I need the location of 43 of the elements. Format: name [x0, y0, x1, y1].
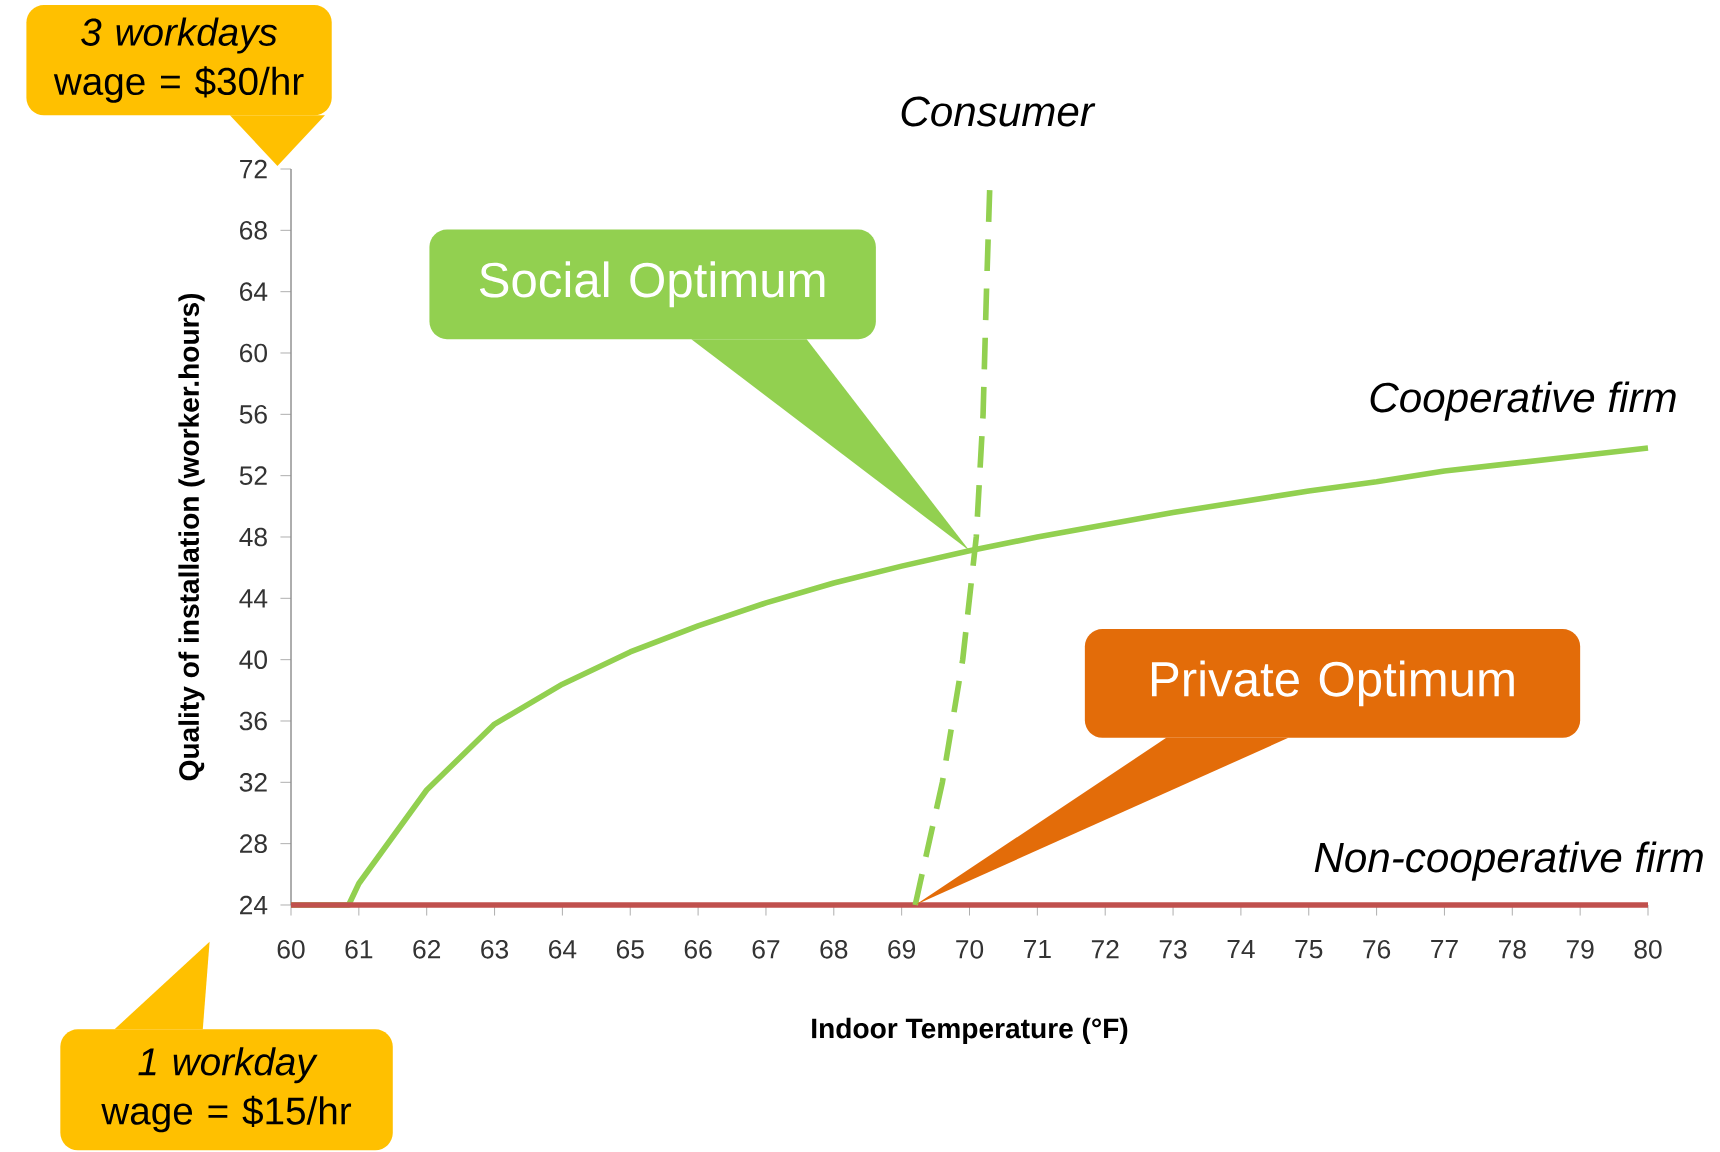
- annotation: Social Optimum: [479, 261, 825, 308]
- x-tick-label: 74: [1227, 939, 1255, 959]
- x-tick-label: 61: [345, 939, 373, 959]
- y-tick-label: 56: [239, 404, 267, 424]
- annotation: Private Optimum: [1151, 660, 1514, 707]
- x-tick-label: 73: [1159, 939, 1187, 959]
- y-tick-label: 24: [240, 895, 268, 915]
- x-tick-label: 60: [277, 939, 305, 959]
- x-tick-label: 63: [481, 939, 509, 959]
- y-tick-label: 68: [240, 221, 267, 240]
- x-tick-label: 71: [1024, 939, 1051, 959]
- series-label: Consumer: [901, 96, 1096, 127]
- x-tick-label: 76: [1363, 939, 1391, 959]
- series-label: Cooperative firm: [1370, 381, 1676, 421]
- x-tick-label: 67: [752, 939, 780, 959]
- y-tick-label: 32: [239, 772, 267, 792]
- x-tick-label: 62: [413, 939, 441, 959]
- text: 3 workdays wage = $30/hr: [53, 17, 304, 103]
- x-tick-label: 64: [549, 939, 577, 959]
- y-tick-label: 60: [240, 343, 267, 363]
- x-tick-label: 68: [820, 939, 848, 959]
- x-tick-label: 72: [1091, 939, 1119, 959]
- x-tick-label: 79: [1566, 939, 1594, 959]
- x-tick-label: 77: [1431, 939, 1458, 959]
- series-label: Non-cooperative firm: [1314, 841, 1703, 881]
- x-tick-label: 66: [684, 939, 712, 959]
- x-axis-title: Indoor Temperature (°F): [812, 1017, 1128, 1044]
- x-tick-label: 65: [616, 939, 644, 959]
- y-tick-label: 72: [240, 159, 267, 179]
- x-tick-label: 69: [888, 939, 916, 959]
- text: 1 workday wage = $15/hr: [101, 1047, 352, 1133]
- x-tick-label: 80: [1634, 939, 1662, 959]
- x-tick-label: 78: [1499, 939, 1526, 959]
- y-tick-label: 36: [239, 711, 267, 731]
- y-tick-label: 28: [240, 834, 267, 854]
- y-tick-label: 48: [239, 527, 267, 547]
- y-tick-label: 52: [239, 466, 267, 486]
- y-tick-label: 40: [239, 650, 267, 670]
- y-tick-label: 44: [239, 589, 268, 608]
- y-axis-title: Quality of installation (worker.hours): [178, 293, 205, 781]
- x-tick-label: 75: [1295, 939, 1323, 959]
- x-tick-label: 70: [956, 939, 984, 959]
- y-tick-label: 64: [240, 282, 268, 302]
